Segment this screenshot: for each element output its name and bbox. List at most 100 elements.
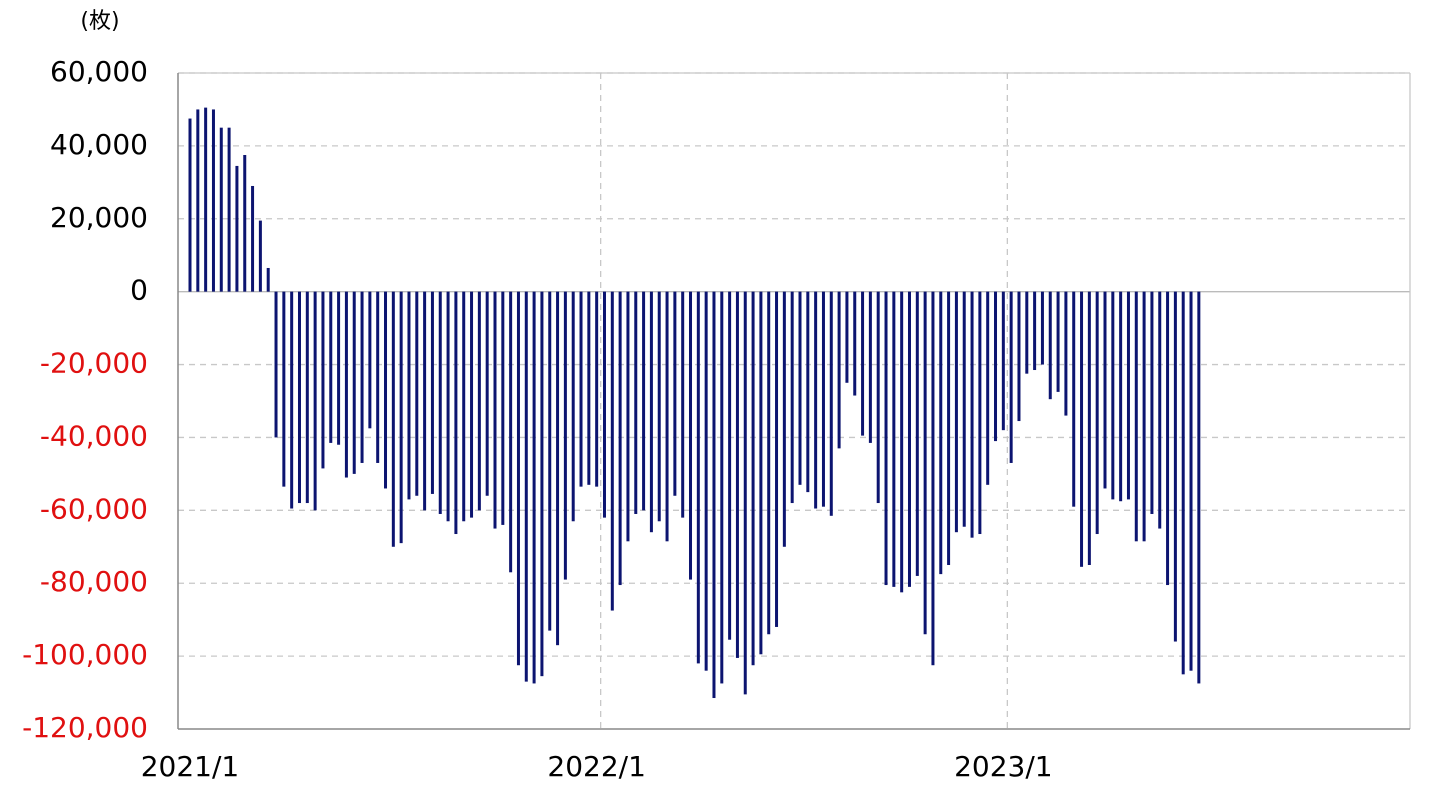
bar — [790, 291, 794, 504]
bar — [923, 291, 927, 635]
bar — [1017, 291, 1021, 422]
bar — [352, 291, 356, 474]
bar — [673, 291, 677, 496]
bar — [884, 291, 888, 586]
y-tick-label: -20,000 — [40, 347, 148, 380]
bar — [1087, 291, 1091, 565]
bar — [649, 291, 653, 533]
bar — [845, 291, 849, 383]
bar — [1111, 291, 1115, 500]
bar — [994, 291, 998, 442]
bar — [986, 291, 990, 485]
x-tick-label: 2021/1 — [141, 750, 240, 783]
bar — [196, 109, 200, 292]
bar — [931, 291, 935, 666]
bar — [1197, 291, 1201, 684]
bar — [556, 291, 560, 646]
bar — [524, 291, 528, 682]
bar — [602, 291, 606, 518]
bar — [954, 291, 958, 533]
bar — [571, 291, 575, 522]
bar — [704, 291, 708, 671]
bar — [1189, 291, 1193, 671]
y-tick-label: -60,000 — [40, 492, 148, 525]
bar — [1025, 291, 1029, 374]
bar — [696, 291, 700, 664]
bar — [1150, 291, 1154, 514]
bar — [728, 291, 732, 640]
bar — [344, 291, 348, 478]
bar — [1142, 291, 1146, 542]
bar — [579, 291, 583, 487]
bar — [837, 291, 841, 449]
bar — [814, 291, 818, 509]
bar — [1103, 291, 1107, 489]
bar — [743, 291, 747, 695]
bar — [266, 267, 270, 292]
bar — [876, 291, 880, 504]
bar — [188, 118, 192, 292]
bar — [1056, 291, 1060, 392]
bar — [1048, 291, 1052, 400]
bar — [470, 291, 474, 518]
y-tick-label: 60,000 — [50, 55, 148, 88]
bar — [1126, 291, 1130, 500]
bar — [384, 291, 388, 489]
bar — [821, 291, 825, 507]
bar — [423, 291, 427, 511]
bar — [297, 291, 301, 504]
bar — [962, 291, 966, 527]
bar — [751, 291, 755, 666]
bar — [735, 291, 739, 658]
bar — [775, 291, 779, 627]
bar — [868, 291, 872, 443]
bar — [853, 291, 857, 396]
bar — [243, 155, 247, 292]
bar — [900, 291, 904, 593]
bar — [305, 291, 309, 504]
bar — [211, 109, 215, 292]
bar — [1080, 291, 1084, 567]
bar — [642, 291, 646, 511]
bar — [430, 291, 434, 494]
bar — [626, 291, 630, 542]
bar — [1134, 291, 1138, 542]
bar — [251, 185, 255, 292]
bar — [1095, 291, 1099, 535]
bar — [1064, 291, 1068, 416]
unit-label: (枚) — [80, 9, 119, 34]
bar — [712, 291, 716, 699]
bar — [806, 291, 810, 493]
bar — [978, 291, 982, 535]
bar — [1040, 291, 1044, 365]
bar — [587, 291, 591, 485]
bar — [329, 291, 333, 443]
bar — [689, 291, 693, 580]
bar — [485, 291, 489, 496]
bar — [892, 291, 896, 587]
bar — [532, 291, 536, 684]
bar — [947, 291, 951, 565]
bar — [1072, 291, 1076, 507]
bar — [618, 291, 622, 586]
bar — [501, 291, 505, 525]
bar — [1033, 291, 1037, 371]
bar — [1009, 291, 1013, 463]
x-tick-label: 2022/1 — [547, 750, 646, 783]
bar — [290, 291, 294, 509]
bar — [454, 291, 458, 535]
bar — [563, 291, 567, 580]
bar — [407, 291, 411, 500]
bar — [657, 291, 661, 522]
bar — [258, 220, 262, 292]
y-tick-label: 40,000 — [50, 128, 148, 161]
bar — [829, 291, 833, 516]
bar — [915, 291, 919, 576]
bar — [337, 291, 341, 445]
bar — [610, 291, 614, 611]
bar — [509, 291, 513, 573]
bar — [939, 291, 943, 575]
bar — [493, 291, 497, 529]
bar — [477, 291, 481, 511]
bar — [782, 291, 786, 547]
